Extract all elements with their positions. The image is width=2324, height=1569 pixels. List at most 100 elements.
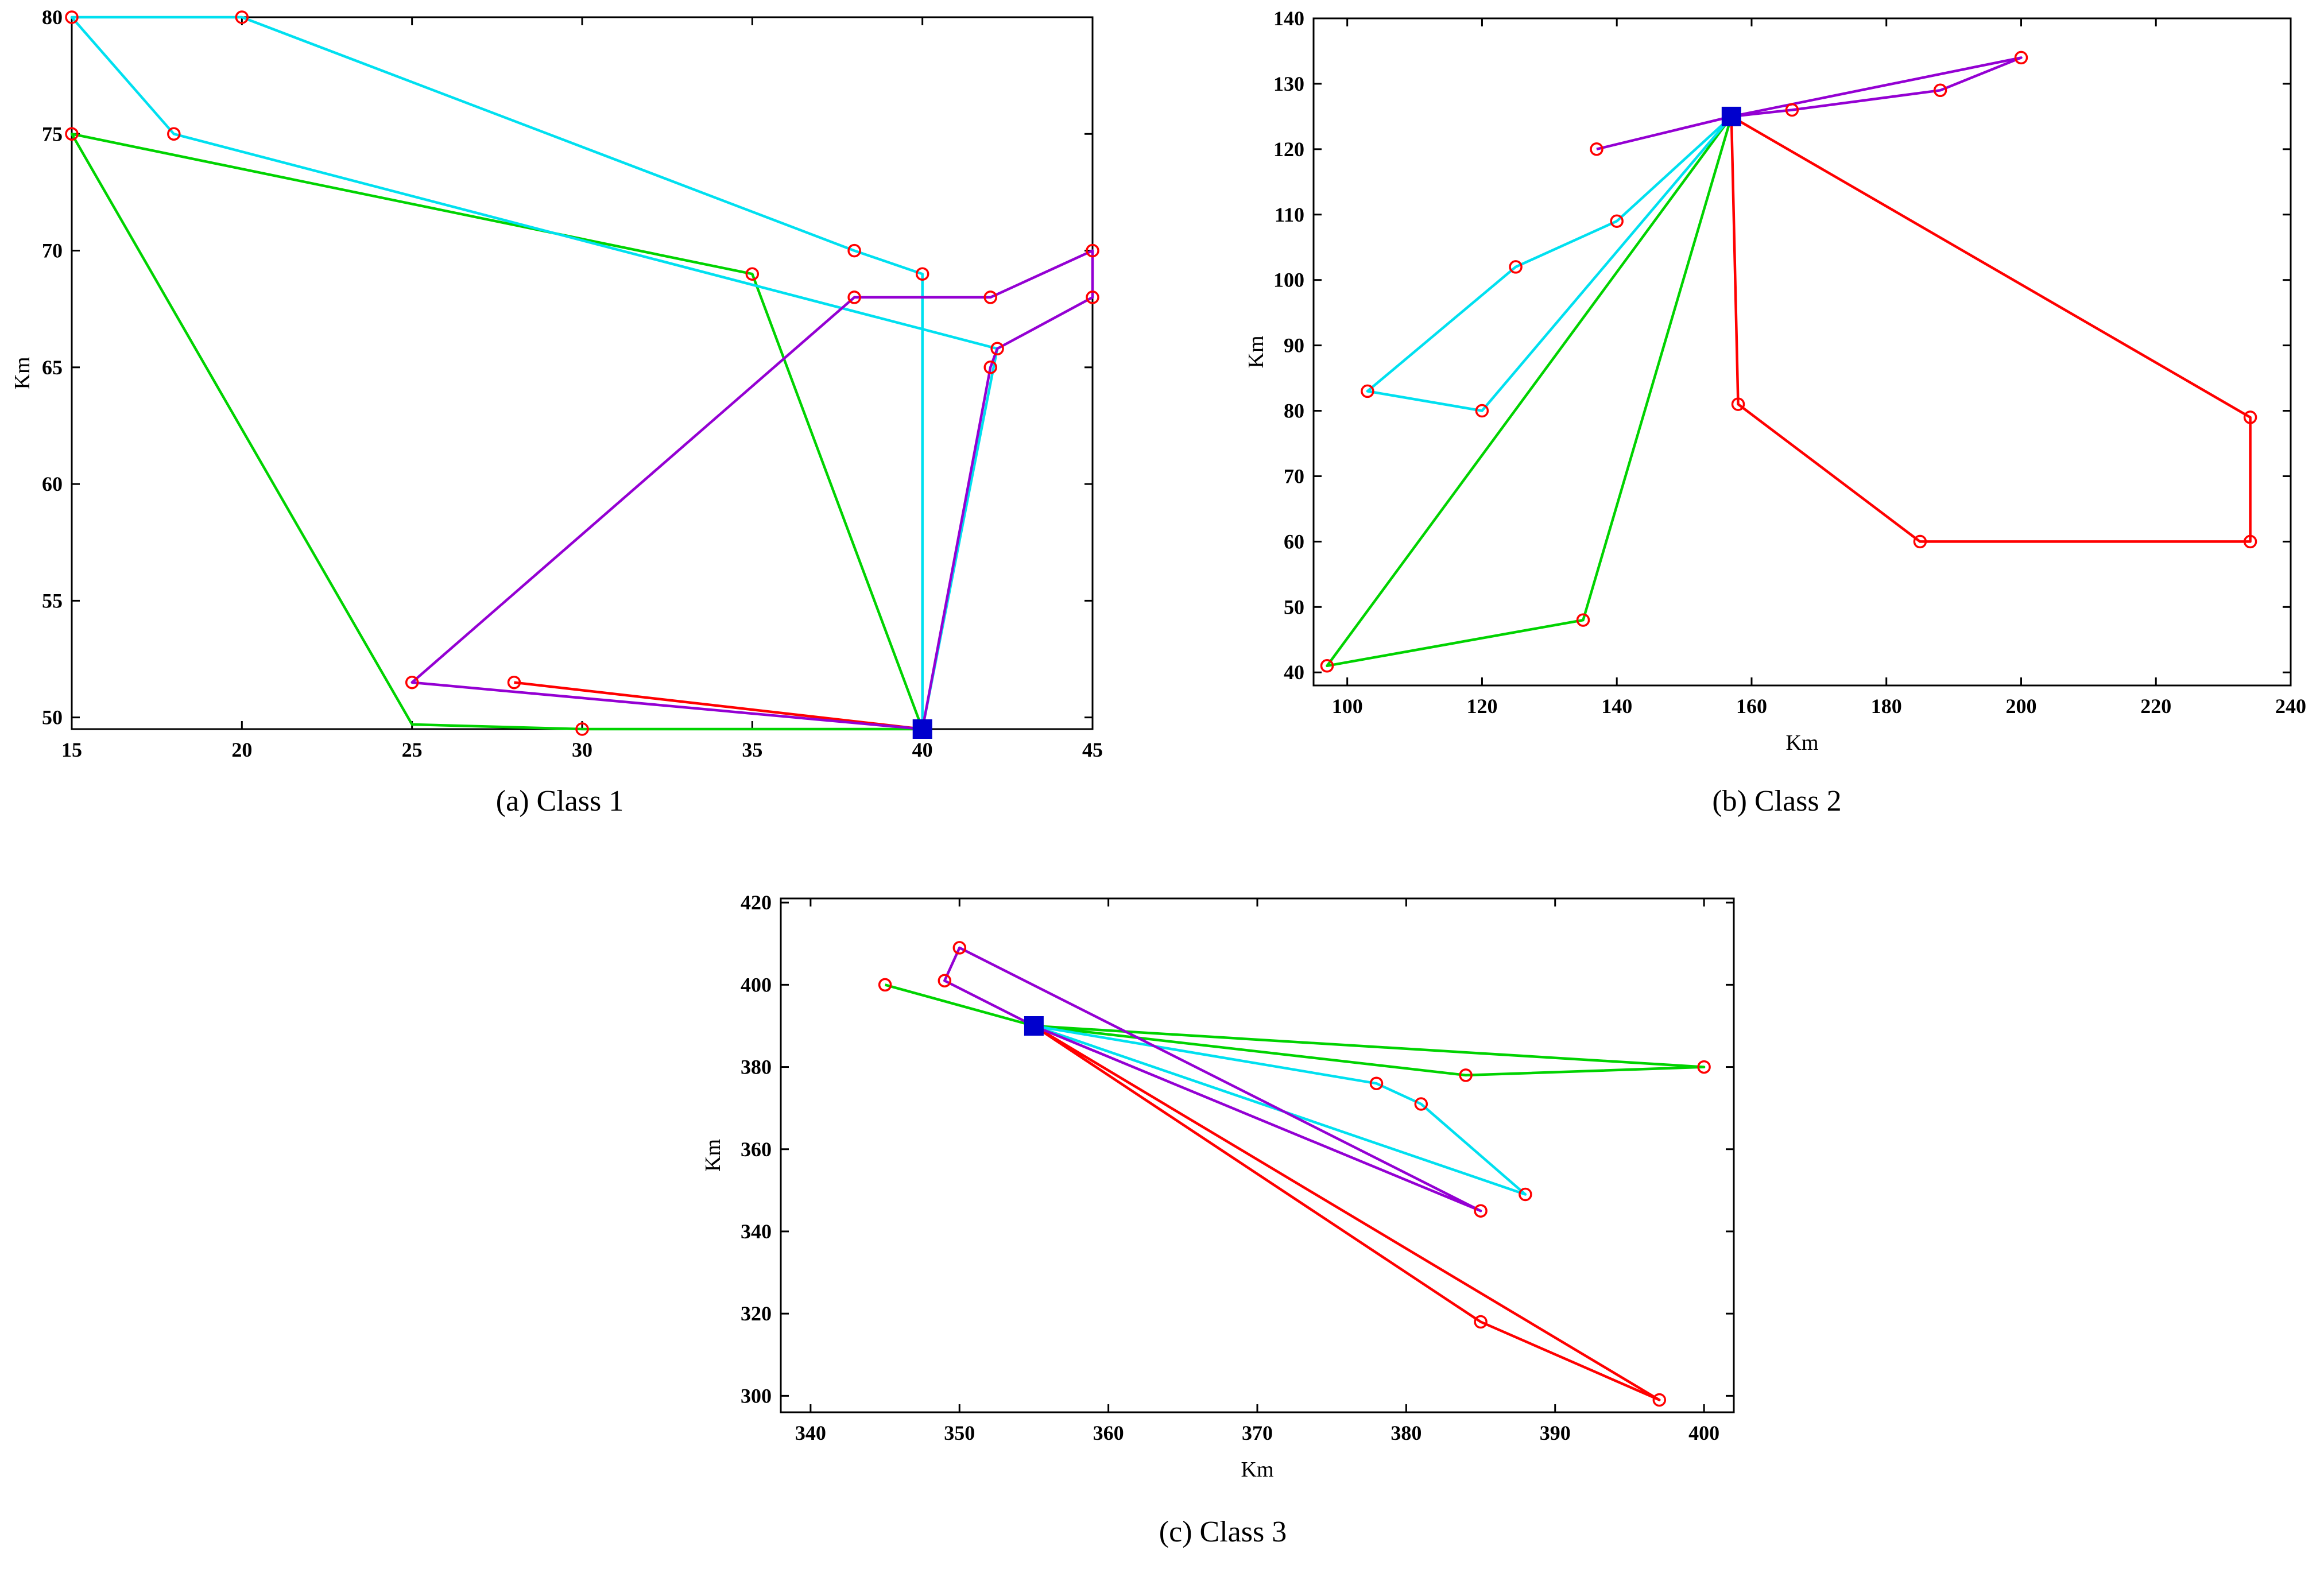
chart-class3: 340 350 360 370 380 390 400 300 320 340 360 380 400 4… [695,890,1751,1549]
route-cyan [70,16,999,730]
customer-marker [1474,1315,1488,1329]
chart-class3-plot: 340 350 360 370 380 390 400 300 320 340 360 380 400 4… [701,891,1735,1482]
customer-marker [1414,1097,1428,1111]
x-tick-label: 360 [1093,1421,1124,1444]
customer-marker [1576,613,1590,627]
depot-marker [912,719,932,739]
customer-marker [405,675,419,689]
routes-layer [1326,56,2252,668]
caption-class1: (a) Class 1 [495,785,624,818]
route-green [1033,1024,1706,1077]
x-tick-label: 30 [572,738,592,761]
y-tick-label: 120 [1273,138,1304,161]
y-tick-label: 40 [1284,661,1304,684]
customer-marker [2243,534,2257,549]
chart-class1: 15 20 25 30 35 40 45 50 55 60 65 70 75 80 Km (a) Class… [14,7,1105,818]
y-tick-label: 75 [42,122,63,145]
route-green [1326,115,1733,668]
customer-marker [915,267,929,281]
chart-class2: 100 120 140 160 180 200 220 240 40 50 60 70 80 90 100 1… [1246,7,2308,818]
customer-marker [1361,384,1374,398]
customer-marker [1475,404,1489,418]
customer-marker [1474,1204,1488,1218]
customers-layer [878,941,1711,1407]
x-tick-label: 240 [2275,695,2306,718]
customer-marker [1369,1076,1384,1090]
customers-layer [1320,51,2257,673]
customer-marker [745,267,760,281]
customer-marker [65,127,79,141]
y-tick-label: 380 [741,1056,772,1079]
customer-marker [990,342,1004,356]
route-red [1730,115,2252,543]
x-tick-label: 200 [2005,695,2036,718]
y-tick-label: 80 [42,7,63,29]
depot-marker [1024,1016,1044,1036]
customer-marker [1086,290,1099,304]
customer-marker [938,974,952,987]
y-tick-label: 300 [741,1384,772,1407]
y-tick-label: 360 [741,1138,772,1161]
x-axis-label: Km [1241,1458,1274,1482]
customer-marker [507,675,521,689]
caption-class2: (b) Class 2 [1712,785,1842,818]
chart-class1-plot: 15 20 25 30 35 40 45 50 55 60 65 70 75 80 Km [14,7,1103,761]
route-green-short [885,983,1035,1028]
y-axis-label: Km [14,357,34,390]
x-tick-label: 35 [742,738,762,761]
y-axis-label: Km [701,1139,725,1172]
route-purple [1731,56,2023,118]
axes: 340 350 360 370 380 390 400 300 320 340 360 380 400 4… [741,891,1735,1444]
x-tick-label: 370 [1242,1421,1273,1444]
y-tick-label: 60 [1284,530,1304,553]
customer-marker [1933,83,1947,98]
customer-marker [575,722,589,736]
customer-marker [847,243,861,258]
x-tick-label: 220 [2140,695,2171,718]
y-tick-label: 420 [741,891,772,914]
x-tick-label: 350 [944,1421,975,1444]
depot-marker [1721,106,1741,126]
x-tick-label: 340 [795,1421,826,1444]
customer-marker [952,941,967,955]
route-green [70,133,924,731]
customer-marker [2014,51,2028,65]
y-tick-label: 320 [741,1302,772,1325]
customer-marker [1731,397,1745,411]
route-purple [943,946,1482,1212]
y-tick-label: 140 [1273,7,1304,30]
route-purple-short [1596,115,1732,150]
x-axis-label: Km [1786,731,1819,755]
customer-marker [983,361,997,374]
x-tick-label: 20 [231,738,252,761]
customer-marker [1320,659,1334,673]
x-tick-label: 380 [1390,1421,1421,1444]
chart-class2-plot: 100 120 140 160 180 200 220 240 40 50 60 70 80 90 100 1… [1246,7,2306,755]
route-cyan [1366,115,1733,412]
customer-marker [1785,103,1799,117]
y-tick-label: 65 [42,356,63,379]
customers-layer [65,10,1099,736]
y-tick-label: 55 [42,589,63,612]
customer-marker [878,978,892,992]
y-tick-label: 110 [1275,203,1304,226]
customer-marker [167,127,181,141]
customer-marker [1697,1060,1711,1074]
customer-marker [2243,410,2257,424]
y-tick-label: 90 [1284,334,1304,357]
y-tick-label: 50 [1284,595,1304,618]
x-tick-label: 120 [1466,695,1497,718]
x-tick-label: 45 [1082,738,1103,761]
routes-layer [70,16,1094,731]
route-red [1033,1025,1661,1401]
axes: 15 20 25 30 35 40 45 50 55 60 65 70 75 80 [42,7,1103,761]
y-tick-label: 60 [42,472,63,495]
x-tick-label: 180 [1871,695,1902,718]
customer-marker [235,10,249,24]
customer-marker [1519,1187,1532,1202]
customer-marker [1086,243,1099,258]
customer-marker [983,290,997,304]
y-tick-label: 70 [1284,464,1304,487]
customer-marker [1590,142,1603,156]
